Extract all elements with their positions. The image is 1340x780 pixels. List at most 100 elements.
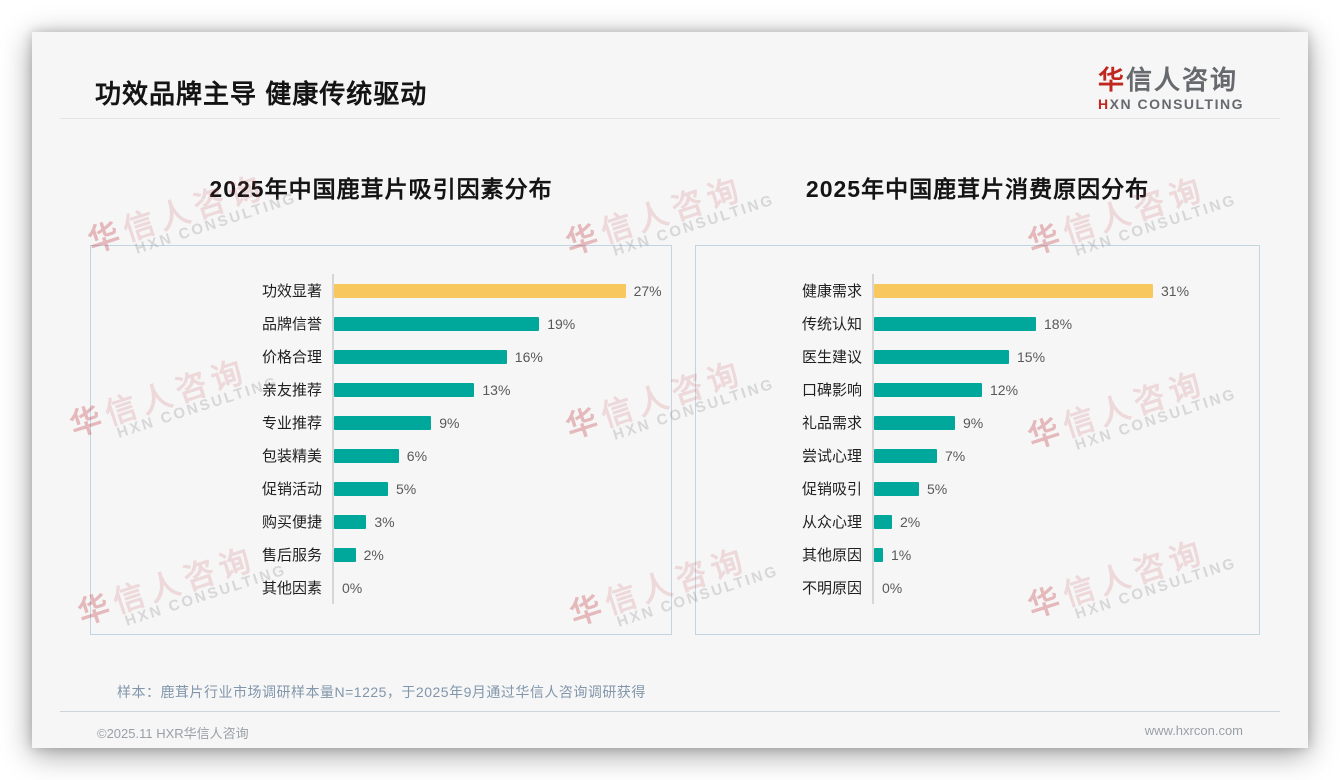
bar-row: 亲友推荐 13% [91, 373, 671, 406]
value-label: 2% [363, 546, 384, 563]
chart-panel-consumption-reasons: 健康需求 31% 传统认知 18% 医生建议 15% 口碑影响 12% 礼品需求 9% 尝试心理 7%… [695, 245, 1260, 635]
bar-area: 2% [872, 505, 1259, 538]
footer-copyright: ©2025.11 HXR华信人咨询 [97, 726, 249, 741]
bar [874, 349, 1009, 364]
value-label: 18% [1044, 315, 1073, 332]
bar [334, 283, 626, 298]
bar-row: 从众心理 2% [696, 505, 1259, 538]
category-label: 促销活动 [261, 481, 322, 498]
category-label: 促销吸引 [801, 481, 862, 498]
bar-row: 促销活动 5% [91, 472, 671, 505]
bar [874, 415, 955, 430]
value-label: 27% [633, 282, 662, 299]
bar-row: 包装精美 6% [91, 439, 671, 472]
bar-area: 3% [332, 505, 671, 538]
bar-area: 6% [332, 439, 671, 472]
bar [874, 481, 919, 496]
footer-divider [60, 711, 1280, 712]
category-label: 尝试心理 [801, 448, 862, 465]
category-label: 其他因素 [261, 580, 322, 597]
bar-row: 医生建议 15% [696, 340, 1259, 373]
bar-row: 功效显著 27% [91, 274, 671, 307]
value-label: 3% [374, 513, 395, 530]
value-label: 0% [342, 579, 363, 596]
category-label: 售后服务 [261, 547, 322, 564]
bar-area: 16% [332, 340, 671, 373]
bar [334, 481, 388, 496]
category-label: 健康需求 [801, 283, 862, 300]
category-label: 从众心理 [801, 514, 862, 531]
category-label: 亲友推荐 [261, 382, 322, 399]
value-label: 19% [547, 315, 576, 332]
category-label: 医生建议 [801, 349, 862, 366]
bar-area: 0% [332, 571, 671, 604]
category-label: 礼品需求 [801, 415, 862, 432]
value-label: 9% [963, 414, 984, 431]
value-label: 1% [891, 546, 912, 563]
bar [874, 283, 1153, 298]
value-label: 0% [882, 579, 903, 596]
bar-row: 口碑影响 12% [696, 373, 1259, 406]
value-label: 5% [927, 480, 948, 497]
company-logo: 华信人咨询 HXN CONSULTING [1098, 66, 1244, 112]
bar-area: 15% [872, 340, 1259, 373]
category-label: 功效显著 [261, 283, 322, 300]
sample-note: 样本：鹿茸片行业市场调研样本量N=1225，于2025年9月通过华信人咨询调研获… [117, 684, 646, 700]
value-label: 31% [1161, 282, 1190, 299]
bar-area: 18% [872, 307, 1259, 340]
bar [874, 514, 892, 529]
category-label: 其他原因 [801, 547, 862, 564]
value-label: 7% [945, 447, 966, 464]
bar-row: 其他原因 1% [696, 538, 1259, 571]
footer-website: www.hxrcon.com [1144, 723, 1243, 738]
page-title: 功效品牌主导 健康传统驱动 [95, 79, 428, 109]
value-label: 6% [406, 447, 428, 464]
bar-area: 12% [872, 373, 1259, 406]
logo-english-text: HXN CONSULTING [1098, 95, 1244, 112]
bar [874, 547, 883, 562]
category-label: 传统认知 [801, 316, 862, 333]
value-label: 2% [900, 513, 921, 530]
bar-row: 促销吸引 5% [696, 472, 1259, 505]
bar-area: 13% [332, 373, 671, 406]
bar-area: 5% [872, 472, 1259, 505]
bar-area: 0% [872, 571, 1259, 604]
bar-row: 其他因素 0% [91, 571, 671, 604]
category-label: 购买便捷 [261, 514, 322, 531]
bar-row: 品牌信誉 19% [91, 307, 671, 340]
value-label: 12% [990, 381, 1019, 398]
bar [334, 415, 432, 430]
bar-row: 价格合理 16% [91, 340, 671, 373]
slide-card: 功效品牌主导 健康传统驱动 华信人咨询 HXN CONSULTING 2025年… [32, 32, 1308, 748]
bar-area: 1% [872, 538, 1259, 571]
bar-area: 27% [332, 274, 671, 307]
bar [334, 448, 399, 463]
bar-row: 尝试心理 7% [696, 439, 1259, 472]
bar [874, 448, 937, 463]
bar [874, 382, 982, 397]
bar-row: 购买便捷 3% [91, 505, 671, 538]
bar-row: 专业推荐 9% [91, 406, 671, 439]
category-label: 价格合理 [261, 349, 322, 366]
category-label: 口碑影响 [801, 382, 862, 399]
bar-row: 传统认知 18% [696, 307, 1259, 340]
value-label: 15% [1017, 348, 1046, 365]
bar-area: 9% [332, 406, 671, 439]
value-label: 13% [482, 381, 511, 398]
bar-area: 31% [872, 274, 1259, 307]
bar [874, 316, 1036, 331]
category-label: 不明原因 [801, 580, 862, 597]
bar [334, 514, 367, 529]
category-label: 品牌信誉 [261, 316, 322, 333]
category-label: 专业推荐 [261, 415, 322, 432]
bar [334, 316, 540, 331]
value-label: 16% [514, 348, 543, 365]
bar [334, 382, 475, 397]
chart-title-attraction-factors: 2025年中国鹿茸片吸引因素分布 [209, 176, 553, 202]
bar-row: 礼品需求 9% [696, 406, 1259, 439]
value-label: 9% [439, 414, 460, 431]
bar-area: 5% [332, 472, 671, 505]
header-divider [60, 118, 1280, 119]
bar-area: 19% [332, 307, 671, 340]
bar-row: 售后服务 2% [91, 538, 671, 571]
